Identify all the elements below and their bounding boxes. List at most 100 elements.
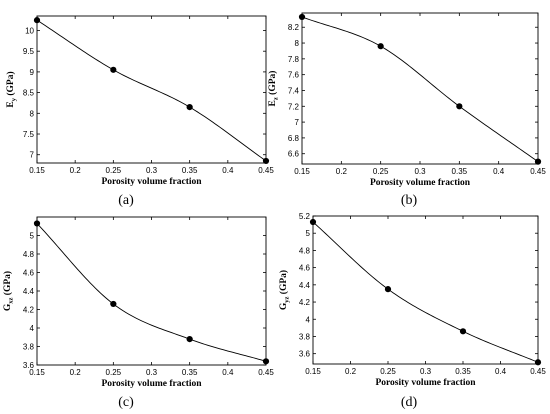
y-tick-label: 5.2 [299,212,311,221]
x-tick-label: 0.4 [493,167,505,176]
x-tick-label: 0.25 [106,368,122,377]
data-curve [312,221,539,363]
y-tick-label: 4.4 [299,281,311,290]
panel-caption: (b) [401,193,418,208]
x-tick-label: 0.35 [455,367,471,376]
data-point [309,218,317,226]
y-axis-unit: (GPa) [278,270,289,297]
x-tick-label: 0.2 [70,368,82,377]
y-axis-subscript: yz [284,296,291,302]
y-tick-label: 7.6 [288,71,300,80]
y-tick-label: 3.6 [299,350,311,359]
x-axis-title: Porosity volume fraction [370,178,471,188]
y-tick-label: 8 [30,109,35,118]
x-tick-label: 0.15 [305,367,321,376]
y-axis-title: Ez (GPa) [267,71,280,107]
y-axis-title: Gxz (GPa) [2,271,15,311]
y-axis-symbol: E [6,101,16,107]
y-tick-label: 7.4 [288,86,300,95]
data-curve [36,19,267,162]
y-axis-symbol: G [279,302,289,310]
y-tick-label: 9.5 [23,47,35,56]
x-axis-title: Porosity volume fraction [101,177,202,187]
chart-panel-c: 0.15 0.2 0.25 0.3 0.35 0.4 0.45 3.6 3.8 4 4.2 4.4 4.… [2,216,274,410]
y-tick-label: 7.5 [23,130,35,139]
data-curve [301,16,539,162]
y-axis-unit: (GPa) [5,71,16,98]
data-point [262,358,270,365]
data-point [33,220,41,227]
y-axis-subscript: xz [8,297,15,303]
chart-panel-a: 0.15 0.2 0.25 0.3 0.35 0.4 0.45 7 7.5 8 8.5 9 9.5 10 P… [5,15,274,208]
data-point [456,103,463,110]
y-tick-label: 3.8 [23,343,35,352]
x-tick-label: 0.35 [452,167,468,176]
y-tick-label: 4 [306,315,311,324]
y-tick-label: 8.5 [23,89,35,98]
data-point [459,328,467,335]
chart-panel-d: 0.15 0.2 0.25 0.3 0.35 0.4 0.45 3.6 3.8 4 4.2 4.4 4.… [278,212,546,410]
data-point [110,300,117,308]
data-point [384,286,392,293]
x-tick-label: 0.15 [29,368,45,377]
data-point [33,17,41,24]
data-point [534,158,542,165]
y-tick-label: 5 [306,229,311,238]
data-point [110,66,117,73]
x-tick-label: 0.15 [29,166,45,175]
y-axis-subscript: z [273,97,280,100]
y-tick-label: 7.2 [288,102,300,111]
y-axis-subscript: y [11,97,18,101]
y-tick-label: 7 [295,118,300,127]
y-tick-label: 8.2 [288,23,300,32]
data-point [186,103,193,111]
x-tick-label: 0.25 [373,167,389,176]
y-tick-label: 8 [295,39,300,48]
x-tick-label: 0.45 [258,368,274,377]
x-tick-label: 0.45 [530,167,546,176]
x-tick-label: 0.3 [420,367,432,376]
y-tick-label: 9 [30,68,35,77]
x-axis-title: Porosity volume fraction [375,378,476,388]
plot-frame [36,216,267,366]
x-tick-label: 0.35 [182,166,198,175]
data-point [262,157,270,165]
data-point [534,359,542,366]
x-tick-label: 0.3 [146,368,158,377]
data-point [186,336,193,343]
x-tick-label: 0.2 [336,167,348,176]
y-tick-label: 4.6 [299,264,311,273]
y-tick-label: 5 [30,232,35,241]
y-tick-label: 10 [25,26,34,35]
x-tick-label: 0.25 [106,166,122,175]
x-tick-label: 0.15 [294,167,310,176]
y-tick-label: 4.8 [23,250,35,259]
plot-frame [36,15,267,164]
y-tick-label: 6.8 [288,134,300,143]
panel-caption: (c) [118,395,134,410]
x-tick-label: 0.45 [258,166,274,175]
data-curve [36,223,267,362]
x-tick-label: 0.3 [414,167,426,176]
x-axis-title: Porosity volume fraction [101,379,202,389]
x-tick-label: 0.2 [345,367,357,376]
data-point [377,43,384,50]
panel-caption: (d) [401,395,418,410]
x-tick-label: 0.4 [222,368,234,377]
y-tick-label: 7.8 [288,55,300,64]
panel-caption: (a) [118,193,134,208]
x-tick-label: 0.25 [380,367,396,376]
x-tick-label: 0.4 [222,166,234,175]
y-axis-unit: (GPa) [2,271,13,298]
y-axis-symbol: G [3,303,13,311]
y-tick-label: 4.6 [23,269,35,278]
y-tick-label: 4 [30,324,35,333]
y-tick-label: 4.4 [23,287,35,296]
chart-panel-b: 0.15 0.2 0.25 0.3 0.35 0.4 0.45 6.6 6.8 7 7.2 7.4 7.… [267,12,546,208]
x-tick-label: 0.2 [70,166,82,175]
y-tick-label: 7 [30,151,35,160]
x-tick-label: 0.45 [530,367,546,376]
y-axis-symbol: E [268,100,278,106]
x-tick-label: 0.35 [182,368,198,377]
